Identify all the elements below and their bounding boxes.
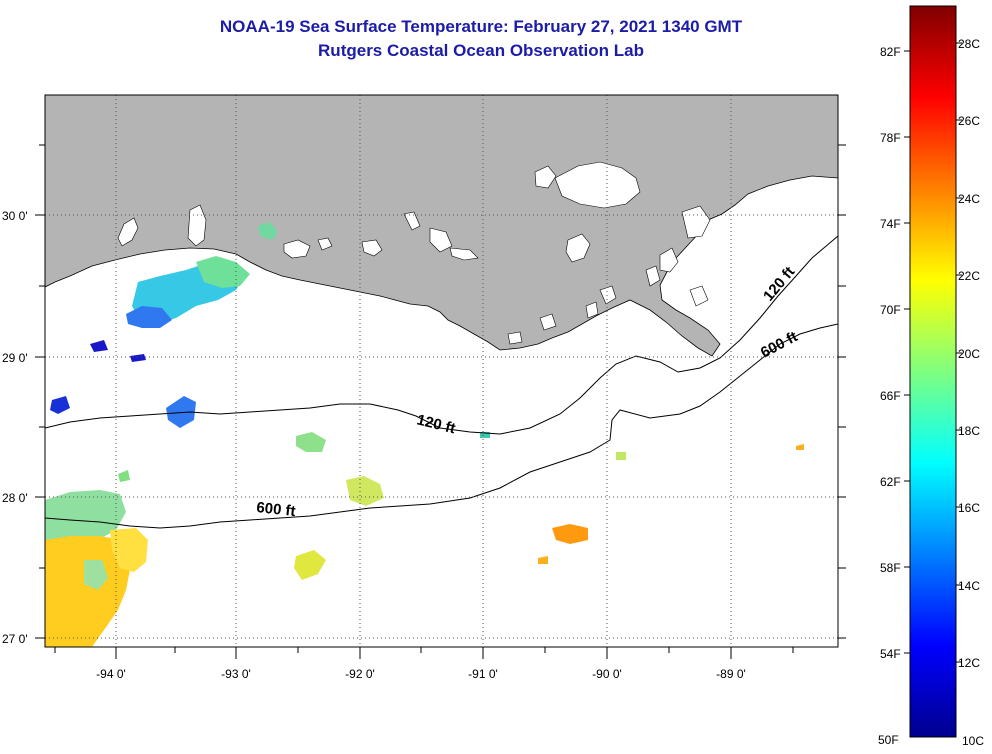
scale-label-f: 70F [880,303,901,317]
contour-120ft-line [45,235,838,435]
scale-label-c: 24C [958,192,980,206]
contour-600ft-line [45,323,838,529]
color-scale-ticks [904,42,962,663]
map-border [44,94,839,648]
scale-label-c: 16C [958,501,980,515]
scale-label-f: 58F [880,561,901,575]
scale-label-c: 12C [958,656,980,670]
color-scale-legend: 82F 78F 74F 70F 66F 62F 58F 54F 50F 28C … [878,5,984,748]
axis-ticks [35,144,846,659]
lat-label: 27 0' [2,632,28,646]
scale-label-c: 26C [958,114,980,128]
scale-label-f: 50F [878,733,899,747]
map-area [45,95,838,647]
lon-label: -89 0' [716,667,746,681]
scale-label-f: 74F [880,217,901,231]
scale-label-f: 62F [880,475,901,489]
color-scale-bar [909,5,957,738]
inland-water [117,161,641,263]
scale-label-f: 82F [880,45,901,59]
scale-label-c: 20C [958,347,980,361]
lat-label: 30 0' [2,209,28,223]
lat-label: 29 0' [2,351,28,365]
sst-patches [45,222,804,647]
map-gridlines [45,95,838,647]
lon-label: -94 0' [96,667,126,681]
scale-label-f: 54F [880,647,901,661]
lon-label: -91 0' [468,667,498,681]
scale-label-c: 18C [958,424,980,438]
delta-marsh [507,205,711,345]
contour-600ft-label: 600 ft [256,499,297,520]
map-title: NOAA-19 Sea Surface Temperature: Februar… [219,17,743,36]
scale-label-c: 10C [962,734,984,748]
longitude-labels: -94 0' -93 0' -92 0' -91 0' -90 0' -89 0… [96,667,746,681]
scale-label-c: 22C [958,269,980,283]
map-subtitle: Rutgers Coastal Ocean Observation Lab [318,41,644,60]
lon-label: -92 0' [345,667,375,681]
scale-label-f: 78F [880,131,901,145]
scale-label-c: 14C [958,579,980,593]
lon-label: -90 0' [592,667,622,681]
lon-label: -93 0' [221,667,251,681]
latitude-labels: 30 0' 29 0' 28 0' 27 0' [2,209,28,646]
scale-label-f: 66F [880,389,901,403]
scale-label-c: 28C [958,37,980,51]
lat-label: 28 0' [2,491,28,505]
